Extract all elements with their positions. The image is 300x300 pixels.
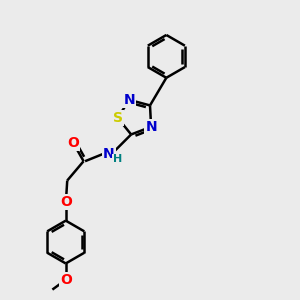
Text: H: H	[112, 154, 122, 164]
Text: O: O	[67, 136, 79, 150]
Text: N: N	[145, 120, 157, 134]
Text: N: N	[103, 147, 115, 161]
Text: O: O	[60, 273, 72, 287]
Text: O: O	[60, 195, 72, 209]
Text: N: N	[124, 93, 135, 107]
Text: S: S	[113, 111, 123, 125]
